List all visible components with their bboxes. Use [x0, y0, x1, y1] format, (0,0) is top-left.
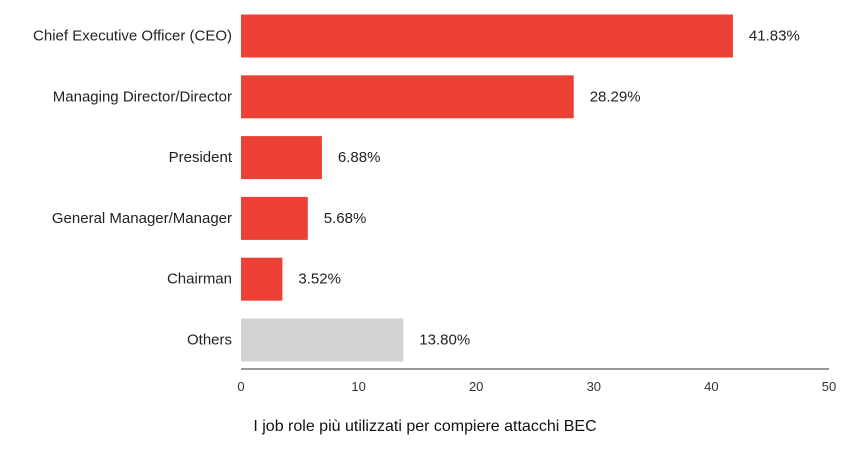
category-label: President — [169, 149, 233, 166]
category-label: Others — [187, 332, 232, 349]
category-labels: Chief Executive Officer (CEO) Managing Di… — [33, 28, 233, 349]
value-label: 5.68% — [324, 210, 367, 227]
value-label: 6.88% — [338, 149, 381, 166]
bars — [241, 14, 733, 362]
value-label: 28.29% — [590, 88, 641, 105]
x-axis-ticks: 0 10 20 30 40 50 — [237, 379, 836, 394]
category-label: Chairman — [167, 271, 232, 288]
category-label: General Manager/Manager — [52, 210, 232, 227]
bar-managing-director-director — [241, 75, 574, 119]
x-tick-label: 0 — [237, 379, 244, 394]
value-label: 13.80% — [419, 332, 470, 349]
bar-president — [241, 136, 322, 180]
bar-chairman — [241, 257, 283, 301]
x-tick-label: 50 — [822, 379, 836, 394]
value-label: 3.52% — [298, 271, 341, 288]
category-label: Managing Director/Director — [53, 88, 232, 105]
bar-general-manager-manager — [241, 196, 308, 240]
value-labels: 41.83% 28.29% 6.88% 5.68% 3.52% 13.80% — [298, 28, 799, 349]
x-tick-label: 40 — [704, 379, 718, 394]
x-tick-label: 30 — [587, 379, 601, 394]
value-label: 41.83% — [749, 28, 800, 45]
bar-chief-executive-officer-ceo — [241, 14, 733, 58]
bar-others — [241, 318, 404, 362]
x-tick-label: 10 — [351, 379, 365, 394]
x-tick-label: 20 — [469, 379, 483, 394]
chart-title: I job role più utilizzati per compiere a… — [253, 418, 596, 435]
category-label: Chief Executive Officer (CEO) — [33, 28, 232, 45]
